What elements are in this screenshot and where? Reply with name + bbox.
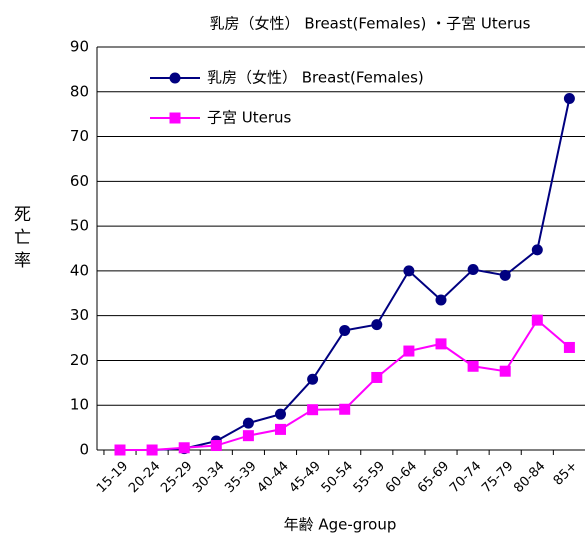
point <box>307 373 319 385</box>
x-tick-label: 20-24 <box>126 459 163 496</box>
x-tick-label: 70-74 <box>447 459 484 496</box>
point <box>307 404 319 416</box>
y-tick-label: 90 <box>70 38 89 56</box>
y-tick-label: 20 <box>70 351 89 369</box>
x-tick-label: 50-54 <box>319 459 356 496</box>
point <box>275 423 286 435</box>
point <box>403 345 415 357</box>
point <box>467 264 479 276</box>
x-tick-label: 35-39 <box>222 459 259 496</box>
y-axis-label: 死亡率 <box>10 205 31 274</box>
x-axis-label: 年齢 Age-group <box>284 516 397 534</box>
point <box>531 244 543 256</box>
x-tick-label: 25-29 <box>158 459 195 496</box>
y-tick-label: 30 <box>70 306 89 324</box>
point <box>467 360 479 372</box>
x-tick-label: 40-44 <box>254 459 291 496</box>
y-tick-label: 70 <box>70 127 89 145</box>
x-tick-label: 45-49 <box>287 459 324 496</box>
y-tick-label: 40 <box>70 261 89 279</box>
chart-title: 乳房（女性） Breast(Females) ・子宮 Uterus <box>210 15 531 33</box>
point <box>146 444 158 456</box>
point <box>242 417 254 429</box>
x-tick-label: 55-59 <box>351 459 388 496</box>
y-tick-label: 50 <box>70 217 89 235</box>
point <box>210 440 222 452</box>
point <box>435 338 447 350</box>
point <box>531 314 543 326</box>
point <box>371 319 383 331</box>
legend-label: 子宮 Uterus <box>207 109 292 127</box>
x-tick-label: 15-19 <box>94 459 131 496</box>
x-tick-label: 60-64 <box>383 459 420 496</box>
point <box>499 269 511 281</box>
y-tick-label: 60 <box>70 172 89 190</box>
point <box>242 430 254 442</box>
point <box>435 294 447 306</box>
point <box>371 371 383 383</box>
point <box>114 444 126 456</box>
point <box>275 408 286 420</box>
x-tick-label: 30-34 <box>190 459 227 496</box>
x-tick-label: 65-69 <box>415 459 452 496</box>
point <box>403 265 415 277</box>
x-tick-label: 85+ <box>551 459 581 489</box>
point <box>178 442 190 454</box>
y-tick-label: 80 <box>70 82 89 100</box>
x-tick-label: 75-79 <box>479 459 516 496</box>
series-line <box>120 318 571 451</box>
point <box>339 324 351 336</box>
legend-label: 乳房（女性） Breast(Females) <box>207 69 424 87</box>
x-tick-label: 80-84 <box>511 459 548 496</box>
point <box>499 365 511 377</box>
point <box>563 341 575 353</box>
point <box>563 92 575 104</box>
y-tick-label: 0 <box>79 441 89 459</box>
point <box>339 403 351 415</box>
legend-marker <box>169 112 181 124</box>
legend-marker <box>169 72 181 84</box>
y-tick-label: 10 <box>70 396 89 414</box>
